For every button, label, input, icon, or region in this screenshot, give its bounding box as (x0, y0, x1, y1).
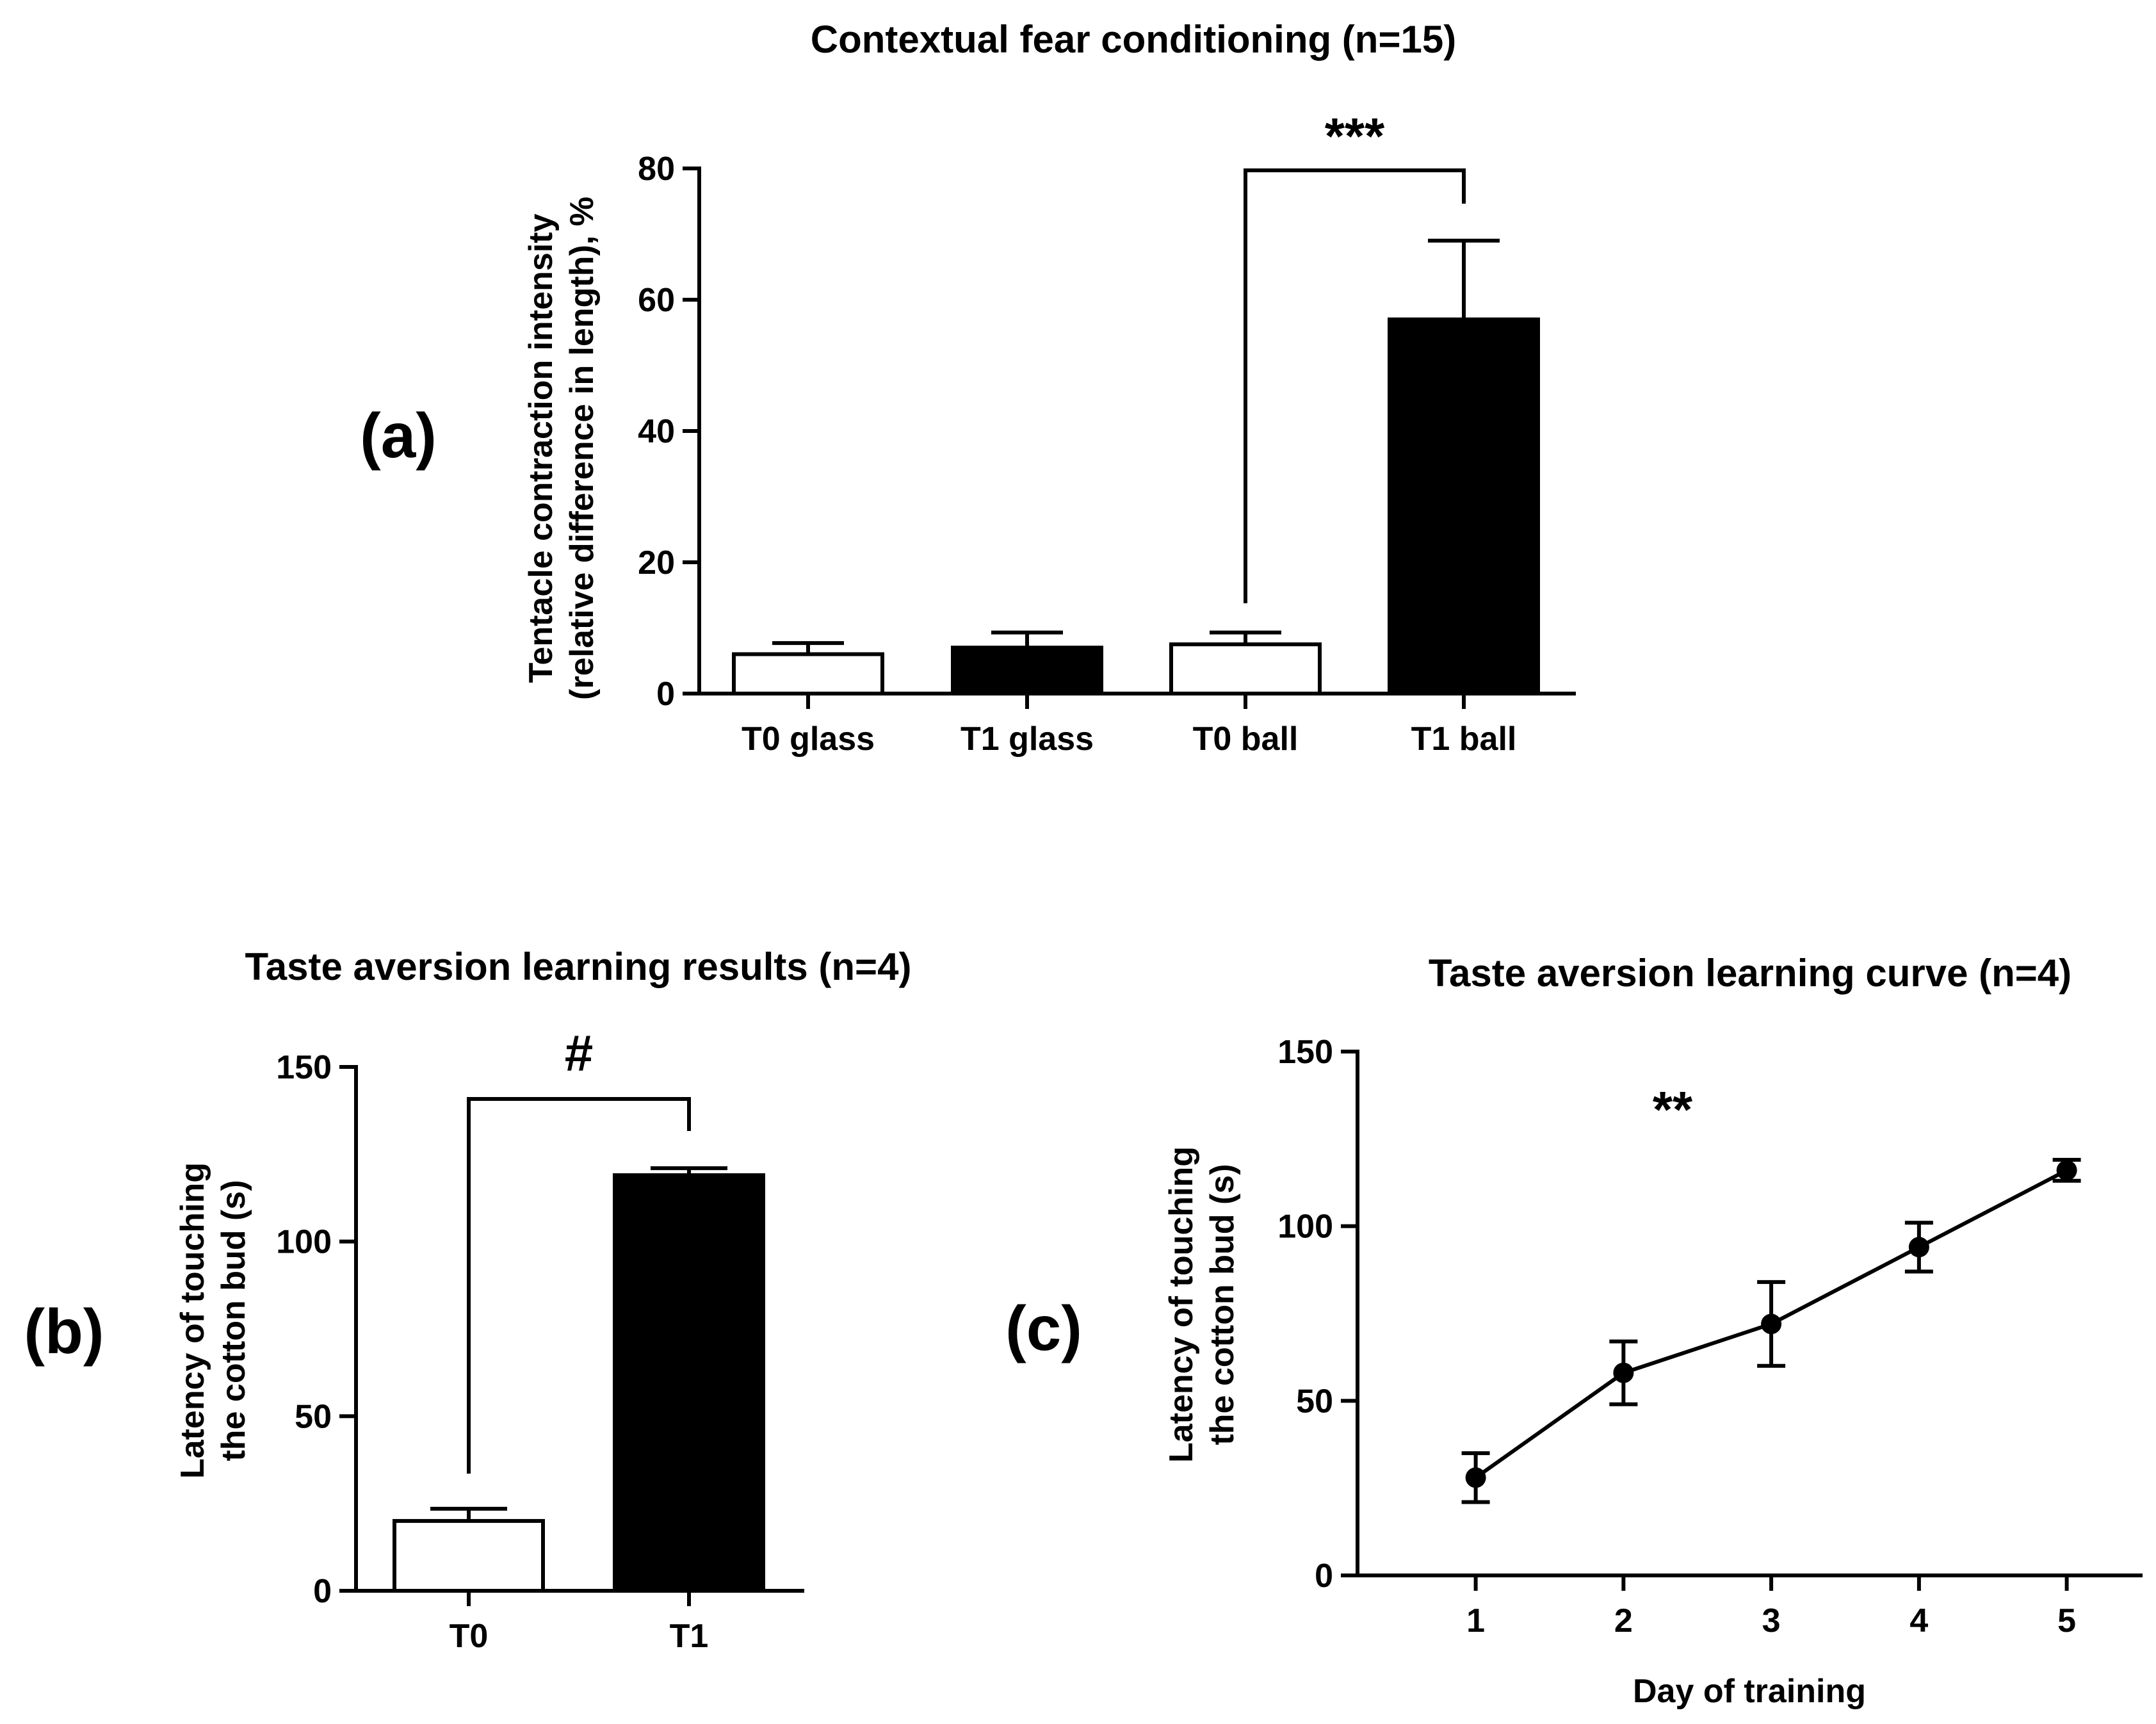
panel-a-significance-label: *** (1325, 108, 1385, 165)
panel-b-ylabel-line1: Latency of touching (174, 1162, 211, 1479)
panel-a-ylabel-line1: Tentacle contraction intensity (523, 213, 560, 683)
panel-a-bar (1388, 317, 1540, 695)
panel-c-data-point (1613, 1362, 1634, 1383)
panel-b: Taste aversion learning results (n=4) (b… (24, 945, 911, 1655)
panel-a-bar (951, 646, 1103, 695)
panel-c-x-tick-label: 5 (2057, 1602, 2076, 1639)
panel-c-data-point (1465, 1467, 1486, 1488)
panel-a-y-tick-label: 40 (638, 413, 675, 450)
panel-c-x-tick-label: 4 (1909, 1602, 1928, 1639)
panel-c-y-tick-label: 100 (1277, 1208, 1333, 1246)
panel-a-significance-bracket (1244, 168, 1466, 603)
panel-c-y-tick-label: 50 (1296, 1383, 1333, 1420)
panel-a-marks: 0 20 40 60 80 T0 glass T1 glass T0 ball T1 ball *… (638, 108, 1576, 758)
panel-c-label: (c) (1005, 1293, 1082, 1363)
panel-b-y-tick-label: 0 (313, 1573, 332, 1610)
panel-c-xlabel: Day of training (1633, 1673, 1866, 1710)
panel-b-bar (393, 1518, 545, 1593)
panel-a-y-tick-label: 0 (656, 676, 675, 713)
panel-c-ylabel-line2: the cotton bud (s) (1204, 1164, 1241, 1445)
panel-b-y-tick-label: 50 (295, 1398, 332, 1435)
panel-b-title: Taste aversion learning results (n=4) (245, 945, 912, 988)
panel-a-category-label: T0 ball (1193, 720, 1299, 758)
panel-c-data-point (1761, 1313, 1782, 1335)
panel-c-title: Taste aversion learning curve (n=4) (1429, 952, 2071, 995)
panel-b-marks: 0 50 100 150 T0 T1 # (276, 1025, 804, 1655)
panel-b-y-tick-label: 100 (276, 1224, 332, 1261)
panel-b-label: (b) (24, 1296, 104, 1367)
panel-c-y-tick-label: 0 (1315, 1557, 1333, 1595)
panel-a: Contextual fear conditioning (n=15) (a) … (360, 18, 1576, 758)
panel-b-y-tick-label: 150 (276, 1049, 332, 1086)
panel-b-category-label: T1 (670, 1618, 709, 1655)
panel-c-significance-label: ** (1653, 1081, 1693, 1138)
panel-b-bar (613, 1173, 765, 1593)
panel-b-significance-label: # (565, 1025, 594, 1082)
panel-b-category-label: T0 (450, 1618, 489, 1655)
panel-a-y-tick-label: 80 (638, 150, 675, 188)
panel-a-category-label: T0 glass (742, 720, 875, 758)
panel-a-category-label: T1 glass (960, 720, 1094, 758)
panel-c-data-point (2056, 1160, 2077, 1181)
panel-c-data-point (1908, 1237, 1929, 1258)
panel-a-y-tick-label: 20 (638, 544, 675, 581)
panel-a-category-label: T1 ball (1411, 720, 1517, 758)
panel-c-x-tick-label: 1 (1466, 1602, 1485, 1639)
panel-c-ylabel-line1: Latency of touching (1163, 1146, 1200, 1463)
panel-a-label: (a) (360, 400, 437, 471)
panel-b-significance-bracket (467, 1097, 691, 1474)
panel-c-x-tick-label: 2 (1614, 1602, 1633, 1639)
panel-a-y-tick-label: 60 (638, 282, 675, 319)
panel-c-marks: 0 50 100 150 1 2 3 4 5 ** (1277, 1034, 2143, 1639)
panel-a-bar (1169, 642, 1322, 695)
panel-b-ylabel-line2: the cotton bud (s) (215, 1180, 252, 1461)
panel-c: Taste aversion learning curve (n=4) (c) … (1005, 952, 2143, 1710)
panel-a-bar (732, 652, 884, 695)
panel-c-y-tick-label: 150 (1277, 1034, 1333, 1071)
panel-a-ylabel-line2: (relative difference in length), % (563, 197, 601, 700)
panel-a-title: Contextual fear conditioning (n=15) (811, 18, 1456, 61)
panel-c-x-tick-label: 3 (1762, 1602, 1781, 1639)
